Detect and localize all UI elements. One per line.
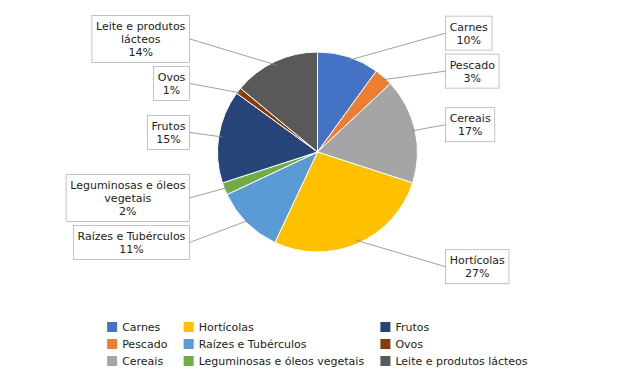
data-label: Raízes e Tubérculos11% [78,230,186,256]
legend-swatch [380,322,390,332]
legend-label: Ovos [395,338,423,351]
legend-swatch [184,322,194,332]
data-label: Carnes10% [450,21,488,47]
legend-item: Ovos [380,338,423,351]
data-label-box [92,15,190,62]
pie [218,52,418,252]
legend-swatch [107,339,117,349]
legend-label: Carnes [122,321,160,334]
legend-swatch [184,339,194,349]
legend-label: Leite e produtos lácteos [395,355,527,368]
chart: Carnes10% Pescado3% Cereais17% Hortícolas27… [0,0,635,384]
data-label-group: Leguminosas e óleosvegetais2% [66,175,189,222]
legend-label: Hortícolas [199,321,254,334]
legend-swatch [107,322,117,332]
legend-label: Leguminosas e óleos vegetais [199,355,365,368]
data-label: Leguminosas e óleosvegetais2% [70,179,185,218]
leader-line [190,187,229,198]
legend: Carnes Pescado Cereais Hortícolas Raízes e T… [107,321,528,368]
data-label: Hortícolas27% [450,254,505,280]
legend-swatch [107,356,117,366]
legend-swatch [184,356,194,366]
legend-item: Carnes [107,321,160,334]
data-label-group: Hortícolas27% [446,250,509,284]
legend-item: Hortícolas [184,321,254,334]
data-label: Leite e produtoslácteos14% [96,20,186,59]
chart-container: Carnes10% Pescado3% Cereais17% Hortícolas27… [0,0,635,384]
data-label-box [147,115,189,149]
legend-item: Cereais [107,355,163,368]
legend-label: Frutos [395,321,429,334]
data-label-box [66,175,189,222]
leader-line [356,240,446,267]
data-label: Ovos1% [158,71,186,97]
data-labels: Carnes10% Pescado3% Cereais17% Hortícolas27… [66,15,509,283]
data-label-box [446,54,500,88]
leader-line [190,83,242,93]
leader-line [381,71,446,80]
data-label-group: Cereais17% [446,108,495,142]
background [0,0,635,384]
leader-line [190,39,277,65]
legend-swatch [380,339,390,349]
legend-item: Leite e produtos lácteos [380,355,527,368]
data-label-box [446,108,495,142]
pie-slice [240,52,317,152]
data-label-group: Frutos15% [147,115,189,149]
legend-item: Raízes e Tubérculos [184,338,307,351]
data-label: Cereais17% [450,112,491,138]
data-label: Pescado3% [450,59,496,85]
leader-line [190,220,250,243]
data-label-box [446,16,492,50]
legend-swatch [380,356,390,366]
data-label-group: Raízes e Tubérculos11% [73,226,189,260]
data-label-box [446,250,509,284]
data-label: Frutos15% [152,120,186,146]
legend-item: Pescado [107,338,168,351]
legend-label: Pescado [122,338,168,351]
data-label-group: Ovos1% [154,66,190,100]
legend-item: Leguminosas e óleos vegetais [184,355,365,368]
data-label-group: Leite e produtoslácteos14% [92,15,190,62]
data-label-box [73,226,189,260]
leader-line [411,125,445,131]
leader-line [347,33,445,61]
legend-item: Frutos [380,321,429,334]
legend-label: Cereais [122,355,163,368]
legend-label: Raízes e Tubérculos [199,338,307,351]
data-label-box [154,66,190,100]
leader-line [190,132,223,137]
data-label-group: Carnes10% [446,16,492,50]
data-label-group: Pescado3% [446,54,500,88]
